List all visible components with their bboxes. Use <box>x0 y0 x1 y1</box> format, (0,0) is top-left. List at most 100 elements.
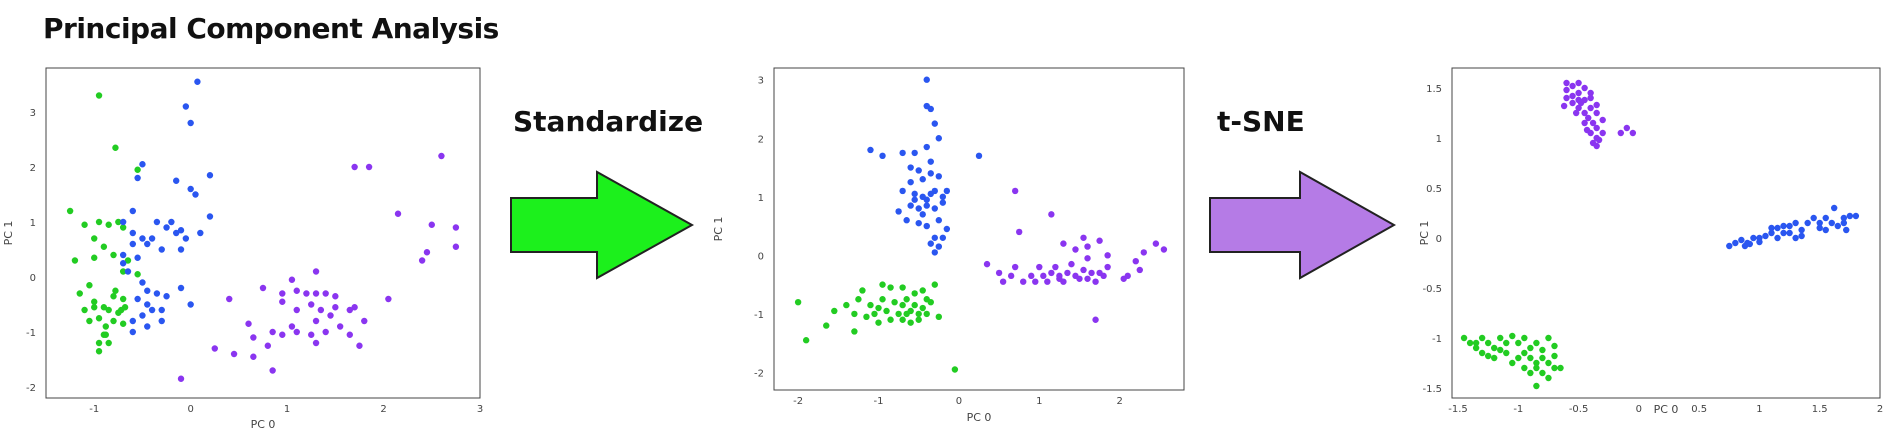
data-point-blue <box>939 193 947 200</box>
x-tick-label: -2 <box>793 396 803 407</box>
data-point-purple <box>1048 269 1055 277</box>
x-tick-label: -1 <box>874 396 884 407</box>
data-point-green <box>1521 364 1528 372</box>
data-point-blue <box>163 293 170 300</box>
data-point-purple <box>983 260 991 268</box>
y-axis-label: PC 1 <box>1418 221 1431 246</box>
data-point-green <box>1509 332 1516 340</box>
data-point-purple <box>279 298 286 305</box>
data-point-green <box>124 257 132 264</box>
data-point-purple <box>428 221 435 228</box>
data-point-purple <box>1599 129 1606 137</box>
data-point-green <box>903 296 910 303</box>
data-point-green <box>76 290 83 297</box>
data-point-purple <box>1084 243 1091 250</box>
data-point-green <box>919 287 926 294</box>
data-point-green <box>931 281 938 288</box>
data-point-purple <box>1575 96 1582 104</box>
x-tick-label: 1 <box>284 404 290 415</box>
data-point-blue <box>206 213 214 220</box>
data-point-green <box>105 221 112 228</box>
data-point-blue <box>867 146 874 154</box>
data-point-blue <box>1816 219 1823 227</box>
data-point-green <box>1509 359 1516 367</box>
data-point-blue <box>1774 224 1781 232</box>
data-point-green <box>91 254 98 261</box>
data-point-blue <box>144 323 151 330</box>
data-point-purple <box>1152 240 1160 247</box>
data-point-blue <box>915 167 922 174</box>
data-point-purple <box>288 276 296 283</box>
data-point-blue <box>153 290 161 297</box>
data-point-purple <box>1587 104 1594 112</box>
data-point-purple <box>385 295 392 303</box>
data-point-green <box>1533 382 1540 390</box>
data-point-purple <box>1140 249 1148 256</box>
data-point-blue <box>1830 204 1838 212</box>
x-tick-label: 2 <box>380 404 386 415</box>
step-label-standardize: Standardize <box>513 105 704 138</box>
data-point-green <box>1539 346 1546 354</box>
y-tick-label: 2 <box>30 163 36 174</box>
data-point-blue <box>907 202 914 209</box>
data-point-green <box>1545 374 1552 382</box>
data-point-purple <box>1569 82 1576 90</box>
data-point-green <box>95 348 103 355</box>
data-point-purple <box>418 257 426 264</box>
data-point-purple <box>1585 114 1592 122</box>
data-point-blue <box>139 235 146 242</box>
data-point-blue <box>1780 222 1787 230</box>
data-point-blue <box>144 301 151 308</box>
y-tick-label: -2 <box>26 383 36 394</box>
step-label-tsne: t-SNE <box>1217 105 1305 138</box>
data-point-purple <box>1595 136 1603 144</box>
data-point-blue <box>911 190 918 198</box>
data-point-green <box>95 218 103 226</box>
data-point-blue <box>168 218 175 226</box>
data-point-purple <box>230 350 238 358</box>
data-point-purple <box>303 290 310 297</box>
data-point-green <box>134 271 141 278</box>
data-point-blue <box>923 202 930 209</box>
data-point-green <box>95 92 103 99</box>
data-point-purple <box>1575 89 1582 97</box>
data-point-green <box>112 144 119 151</box>
data-point-blue <box>923 222 930 230</box>
data-point-blue <box>129 207 136 215</box>
data-point-purple <box>1569 92 1576 100</box>
data-point-purple <box>1629 129 1637 137</box>
data-point-green <box>86 317 93 325</box>
data-point-blue <box>119 218 127 226</box>
data-point-purple <box>1581 84 1588 92</box>
data-point-green <box>1478 334 1486 342</box>
data-point-green <box>883 307 890 315</box>
x-axis-label: PC 0 <box>251 418 276 431</box>
data-point-blue <box>919 211 926 218</box>
data-point-green <box>1533 359 1540 367</box>
data-point-purple <box>336 323 344 330</box>
data-point-blue <box>923 143 930 151</box>
data-point-blue <box>931 187 938 195</box>
data-point-purple <box>1575 104 1582 112</box>
data-point-green <box>951 366 959 373</box>
data-point-blue <box>119 260 127 267</box>
data-point-green <box>95 339 103 347</box>
data-point-purple <box>1028 272 1035 280</box>
data-point-purple <box>1072 246 1079 253</box>
data-point-green <box>859 287 866 294</box>
data-point-blue <box>158 246 165 253</box>
data-point-purple <box>1080 266 1087 274</box>
x-tick-label: 0.5 <box>1691 404 1707 415</box>
data-point-purple <box>1593 124 1600 132</box>
y-tick-label: 3 <box>30 108 36 119</box>
data-point-blue <box>148 306 156 314</box>
data-point-purple <box>308 331 315 338</box>
data-point-blue <box>177 246 185 253</box>
y-tick-label: 0 <box>1436 234 1442 245</box>
data-point-blue <box>919 176 926 183</box>
data-point-purple <box>1563 86 1570 94</box>
data-point-blue <box>129 240 136 248</box>
data-point-blue <box>139 161 146 168</box>
data-point-green <box>1503 339 1510 347</box>
